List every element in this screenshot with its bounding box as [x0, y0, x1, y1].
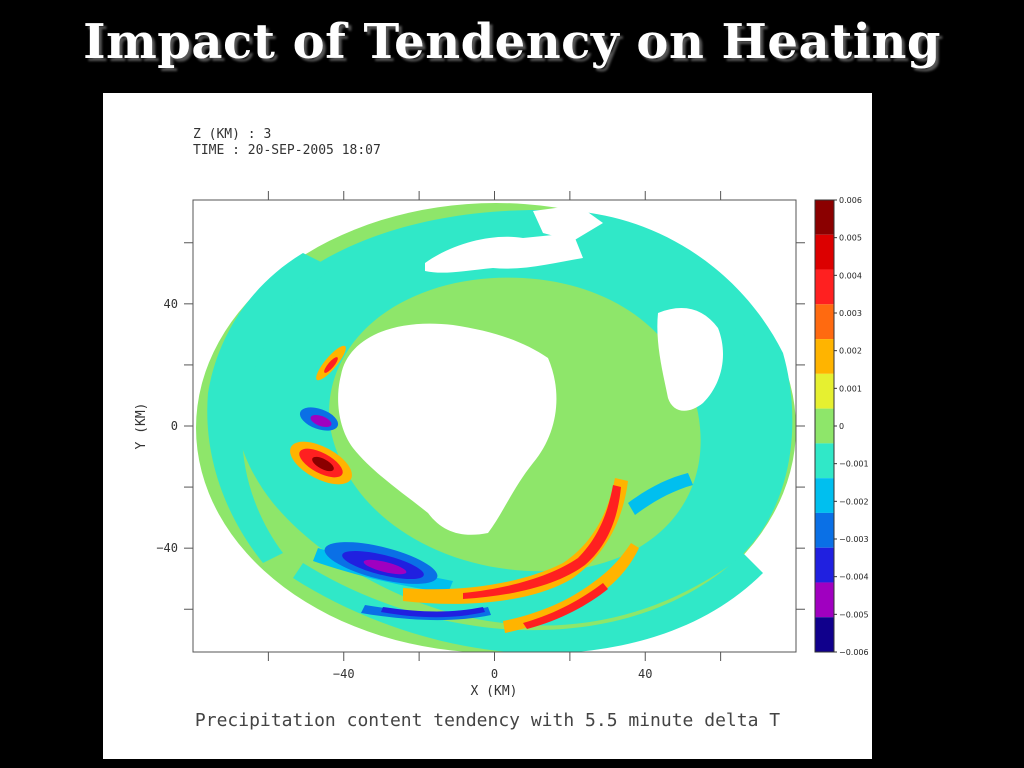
- colorbar-swatch: [815, 582, 834, 618]
- figure-panel: Z (KM) : 3 TIME : 20-SEP-2005 18:07: [103, 93, 872, 759]
- colorbar-label: 0.002: [839, 347, 862, 356]
- slide-title: Impact of Tendency on Heating: [83, 14, 941, 70]
- y-axis-label: Y (KM): [134, 403, 149, 450]
- colorbar-label: −0.006: [839, 648, 869, 657]
- colorbar-swatch: [815, 339, 834, 374]
- colorbar-label: 0.001: [839, 384, 862, 393]
- z-level-label: Z (KM) : 3: [193, 127, 272, 142]
- blue-fringe-east: [628, 473, 693, 515]
- band-west-core: [312, 456, 334, 472]
- pos-arc-south-red: [463, 485, 621, 599]
- colorbar-swatch: [815, 200, 834, 235]
- x-axis: −40 0 40: [267, 191, 722, 681]
- colorbar: 0.006 0.005 0.004 0.003 0.002 0.001 0 −0.001 −0.…: [814, 196, 869, 657]
- eye-no-data: [338, 323, 557, 535]
- y-tick-label: 0: [171, 419, 178, 433]
- x-tick-label: 0: [491, 667, 498, 681]
- colorbar-label: −0.002: [839, 497, 869, 506]
- colorbar-label: −0.004: [839, 573, 869, 582]
- neg-southwest-core: [363, 559, 407, 575]
- neg-west-core: [310, 414, 332, 428]
- cyan-patch-east: [698, 313, 790, 513]
- colorbar-swatch: [815, 478, 834, 513]
- colorbar-swatch: [815, 234, 834, 270]
- colorbar-swatch: [815, 547, 834, 583]
- x-tick-label: −40: [333, 667, 355, 681]
- y-axis: −40 0 40: [156, 242, 805, 610]
- colorbar-swatch: [815, 443, 834, 479]
- colorbar-swatch: [815, 408, 834, 444]
- no-data-northeast: [533, 205, 603, 241]
- anomaly-bands: [290, 345, 639, 633]
- colorbar-label: 0.005: [839, 234, 862, 243]
- time-label: TIME : 20-SEP-2005 18:07: [193, 143, 381, 158]
- colorbar-swatch: [815, 512, 834, 548]
- colorbar-label: 0: [839, 422, 844, 431]
- red-streak-northwest: [324, 357, 338, 373]
- colorbar-swatch: [815, 269, 834, 305]
- y-tick-label: 40: [164, 297, 178, 311]
- cyan-ring-outer: [233, 210, 793, 626]
- neg-arc-south-core: [381, 607, 485, 618]
- no-data-north: [425, 233, 583, 273]
- data-field: [196, 203, 796, 652]
- cyan-band-west: [207, 253, 333, 563]
- y-tick-label: −40: [156, 541, 178, 555]
- figure-caption: Precipitation content tendency with 5.5 …: [194, 710, 781, 731]
- colorbar-label: 0.004: [839, 271, 862, 280]
- colorbar-label: −0.005: [839, 610, 869, 619]
- colorbar-label: 0.003: [839, 309, 862, 318]
- colorbar-label: 0.006: [839, 196, 862, 205]
- colorbar-label: −0.001: [839, 460, 869, 469]
- pos-arc-southeast-red: [523, 583, 608, 629]
- colorbar-swatch: [815, 617, 834, 652]
- no-data-east: [657, 308, 723, 411]
- colorbar-swatch: [815, 304, 834, 340]
- x-axis-label: X (KM): [471, 684, 518, 699]
- cyan-band-south: [293, 553, 763, 652]
- colorbar-swatch: [815, 373, 834, 409]
- x-tick-label: 40: [638, 667, 652, 681]
- colorbar-label: −0.003: [839, 535, 869, 544]
- pos-arc-southeast-yellow: [503, 543, 639, 633]
